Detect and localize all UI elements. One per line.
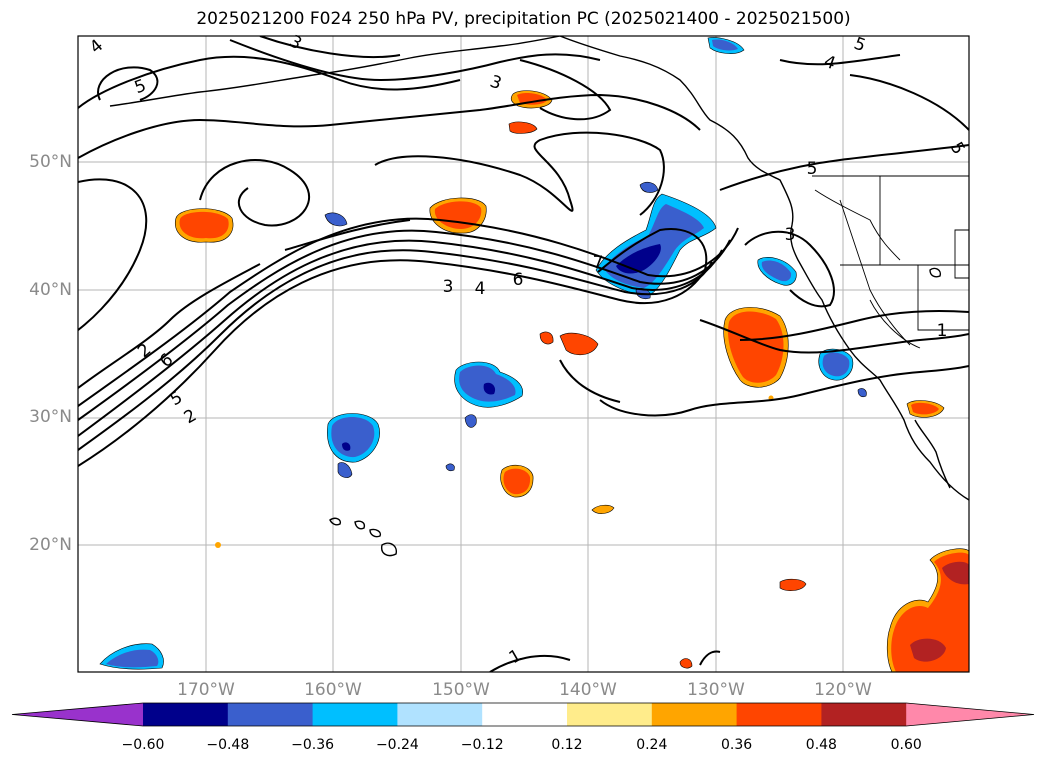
lon-label-170w: 170°W <box>177 680 235 700</box>
contour-label: 4 <box>86 36 107 58</box>
contour-label: 5 <box>167 387 186 410</box>
colorbar-tick-label: −0.24 <box>375 737 419 753</box>
contour-label: 5 <box>946 139 969 158</box>
colorbar-tick-label: −0.12 <box>460 737 504 753</box>
colorbar-tick-label: 0.60 <box>890 737 922 753</box>
coastlines <box>109 36 969 557</box>
lon-label-160w: 160°W <box>304 680 362 700</box>
contour-label: 3 <box>785 225 796 245</box>
contour-label: 5 <box>807 159 818 179</box>
contour-label: 5 <box>851 34 868 56</box>
borders <box>812 175 969 349</box>
contour-label: 3 <box>487 72 504 94</box>
chart-title: 2025021200 F024 250 hPa PV, precipitatio… <box>196 9 851 29</box>
lat-label-50n: 50°N <box>29 152 72 172</box>
contour-label: 5 <box>132 76 149 98</box>
lon-label-140w: 140°W <box>559 680 617 700</box>
contour-label: 6 <box>156 350 177 372</box>
colorbar-tick-label: −0.48 <box>206 737 250 753</box>
colorbar-tick-label: −0.60 <box>121 737 165 753</box>
lat-label-40n: 40°N <box>29 280 72 300</box>
lat-label-30n: 30°N <box>29 407 72 427</box>
contour-label: 7 <box>593 253 604 273</box>
contour-label: 3 <box>443 277 454 297</box>
pv-contours <box>78 36 969 672</box>
colorbar-tick-label: 0.24 <box>636 737 668 753</box>
colorbar-tick-label: 0.36 <box>721 737 753 753</box>
plot-frame <box>77 35 970 673</box>
colorbar-tick-label: 0.48 <box>805 737 837 753</box>
contour-label: 2 <box>134 340 155 362</box>
precip-positive <box>174 90 969 672</box>
contour-label: 4 <box>475 279 486 299</box>
lat-label-20n: 20°N <box>29 535 72 555</box>
contour-label: 2 <box>181 405 200 428</box>
contour-label: 1 <box>937 321 948 341</box>
colorbar-tick-label: 0.12 <box>551 737 583 753</box>
contour-label: 3 <box>286 31 305 54</box>
contour-label: 1 <box>506 645 525 668</box>
colorbar-tick-label: −0.36 <box>291 737 335 753</box>
lon-label-120w: 120°W <box>814 680 872 700</box>
lon-label-150w: 150°W <box>432 680 490 700</box>
contour-label: 6 <box>513 270 524 290</box>
lon-label-130w: 130°W <box>687 680 745 700</box>
